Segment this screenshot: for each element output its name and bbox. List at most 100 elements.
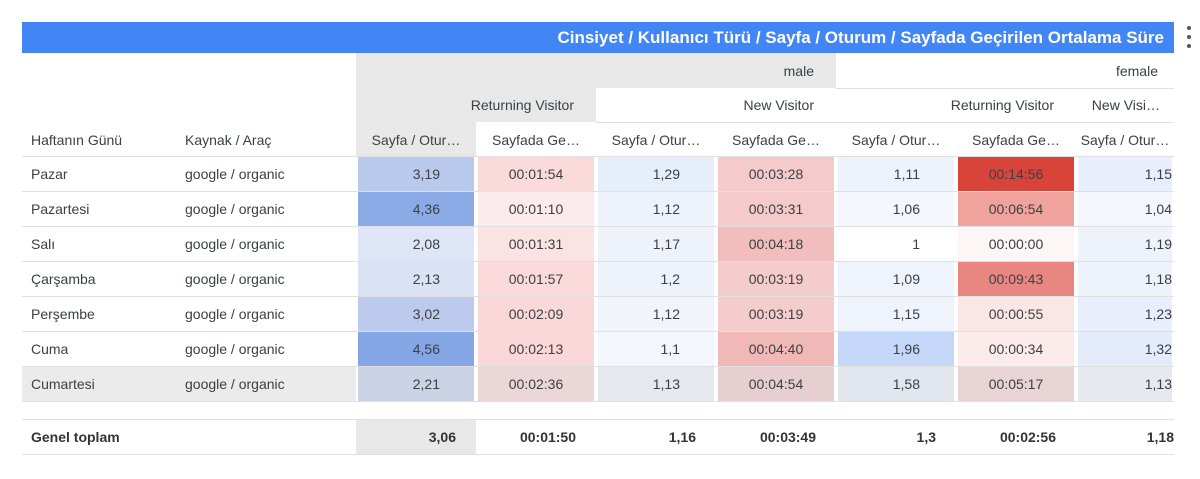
grid-line <box>836 88 1174 89</box>
row-day-cell: Salı <box>31 236 56 252</box>
table-value-cell: 1,13 <box>598 367 714 401</box>
table-value-cell: 4,36 <box>358 192 474 226</box>
grid-line <box>22 454 1174 455</box>
visitor-header-returning: Returning Visitor <box>950 97 1054 113</box>
column-header-metric[interactable]: Sayfada Ge… <box>732 131 820 148</box>
table-value-cell: 00:01:31 <box>478 227 594 261</box>
table-value-cell: 00:05:17 <box>958 367 1074 401</box>
table-value-cell: 00:00:00 <box>958 227 1074 261</box>
grid-line <box>22 401 1174 402</box>
table-value-cell: 00:04:18 <box>718 227 834 261</box>
table-value-cell: 1,15 <box>1078 157 1172 191</box>
grid-line <box>22 226 1174 227</box>
table-value-cell: 00:02:09 <box>478 297 594 331</box>
grid-line <box>22 419 1174 420</box>
visitor-header-returning: Returning Visitor <box>356 88 596 122</box>
row-source-cell: google / organic <box>185 166 285 182</box>
row-source-cell: google / organic <box>185 306 285 322</box>
table-value-cell: 00:00:55 <box>958 297 1074 331</box>
table-value-cell: 1,15 <box>838 297 954 331</box>
table-value-cell: 1,12 <box>598 192 714 226</box>
row-day-cell: Perşembe <box>31 306 95 322</box>
totals-label: Genel toplam <box>31 429 120 445</box>
more-options-icon[interactable] <box>1181 26 1197 48</box>
table-value-cell: 1,18 <box>1078 262 1172 296</box>
visitor-header-new: New Visi… <box>1091 97 1160 113</box>
table-value-cell: 00:03:19 <box>718 297 834 331</box>
table-value-cell: 1,32 <box>1078 332 1172 366</box>
table-value-cell: 3,02 <box>358 297 474 331</box>
table-value-cell: 00:02:36 <box>478 367 594 401</box>
grid-line <box>22 366 1174 367</box>
row-source-cell: google / organic <box>185 341 285 357</box>
table-value-cell: 1,2 <box>598 262 714 296</box>
column-header-metric[interactable]: Sayfa / Otur… <box>356 122 476 157</box>
table-title-banner: Cinsiyet / Kullanıcı Türü / Sayfa / Otur… <box>22 22 1174 53</box>
table-value-cell: 00:01:54 <box>478 157 594 191</box>
totals-value-cell: 3,06 <box>356 420 476 454</box>
gender-header-male: male <box>356 53 836 88</box>
totals-value-cell: 00:01:50 <box>476 420 596 454</box>
column-header-day[interactable]: Haftanın Günü <box>31 131 123 148</box>
grid-line <box>22 156 1174 157</box>
grid-line <box>22 296 1174 297</box>
table-value-cell: 2,13 <box>358 262 474 296</box>
grid-line <box>22 191 1174 192</box>
table-value-cell: 1,11 <box>838 157 954 191</box>
row-day-cell: Cuma <box>31 341 69 357</box>
row-day-cell: Pazartesi <box>31 201 90 217</box>
table-value-cell: 1,23 <box>1078 297 1172 331</box>
table-value-cell: 00:09:43 <box>958 262 1074 296</box>
table-value-cell: 1,29 <box>598 157 714 191</box>
table-value-cell: 3,19 <box>358 157 474 191</box>
column-header-metric[interactable]: Sayfada Ge… <box>972 131 1060 148</box>
row-day-cell: Çarşamba <box>31 271 96 287</box>
table-value-cell: 1,12 <box>598 297 714 331</box>
row-source-cell: google / organic <box>185 236 285 252</box>
grid-line <box>22 261 1174 262</box>
column-header-metric[interactable]: Sayfa / Otur… <box>851 131 941 148</box>
table-value-cell: 1 <box>838 227 954 261</box>
table-value-cell: 00:03:31 <box>718 192 834 226</box>
table-value-cell: 00:01:57 <box>478 262 594 296</box>
table-value-cell: 1,58 <box>838 367 954 401</box>
table-value-cell: 1,1 <box>598 332 714 366</box>
table-value-cell: 1,17 <box>598 227 714 261</box>
totals-value-cell: 00:02:56 <box>956 420 1076 454</box>
table-value-cell: 00:04:40 <box>718 332 834 366</box>
row-source-cell: google / organic <box>176 367 356 401</box>
row-source-cell: google / organic <box>185 201 285 217</box>
table-value-cell: 2,21 <box>358 367 474 401</box>
column-header-source[interactable]: Kaynak / Araç <box>185 131 272 148</box>
visitor-header-new: New Visitor <box>743 97 814 113</box>
column-header-metric[interactable]: Sayfada Ge… <box>492 131 580 148</box>
table-value-cell: 00:03:28 <box>718 157 834 191</box>
column-header-metric[interactable]: Sayfa / Otur… <box>1080 131 1170 148</box>
row-day-cell: Cumartesi <box>22 367 176 401</box>
table-value-cell: 00:03:19 <box>718 262 834 296</box>
table-value-cell: 4,56 <box>358 332 474 366</box>
table-value-cell: 2,08 <box>358 227 474 261</box>
table-value-cell: 00:14:56 <box>958 157 1074 191</box>
table-value-cell: 1,96 <box>838 332 954 366</box>
table-value-cell: 1,04 <box>1078 192 1172 226</box>
table-value-cell: 00:06:54 <box>958 192 1074 226</box>
table-value-cell: 00:01:10 <box>478 192 594 226</box>
table-value-cell: 1,13 <box>1078 367 1172 401</box>
grid-line <box>22 331 1174 332</box>
row-day-cell: Pazar <box>31 166 68 182</box>
column-header-metric[interactable]: Sayfa / Otur… <box>611 131 701 148</box>
table-value-cell: 00:00:34 <box>958 332 1074 366</box>
table-value-cell: 1,06 <box>838 192 954 226</box>
totals-value-cell: 00:03:49 <box>716 420 836 454</box>
grid-line <box>596 122 1174 123</box>
table-value-cell: 00:02:13 <box>478 332 594 366</box>
table-value-cell: 1,09 <box>838 262 954 296</box>
totals-value-cell: 1,18 <box>1076 420 1174 454</box>
gender-header-female: female <box>1115 62 1158 79</box>
table-value-cell: 00:04:54 <box>718 367 834 401</box>
row-source-cell: google / organic <box>185 271 285 287</box>
totals-value-cell: 1,3 <box>836 420 956 454</box>
table-value-cell: 1,19 <box>1078 227 1172 261</box>
totals-value-cell: 1,16 <box>596 420 716 454</box>
